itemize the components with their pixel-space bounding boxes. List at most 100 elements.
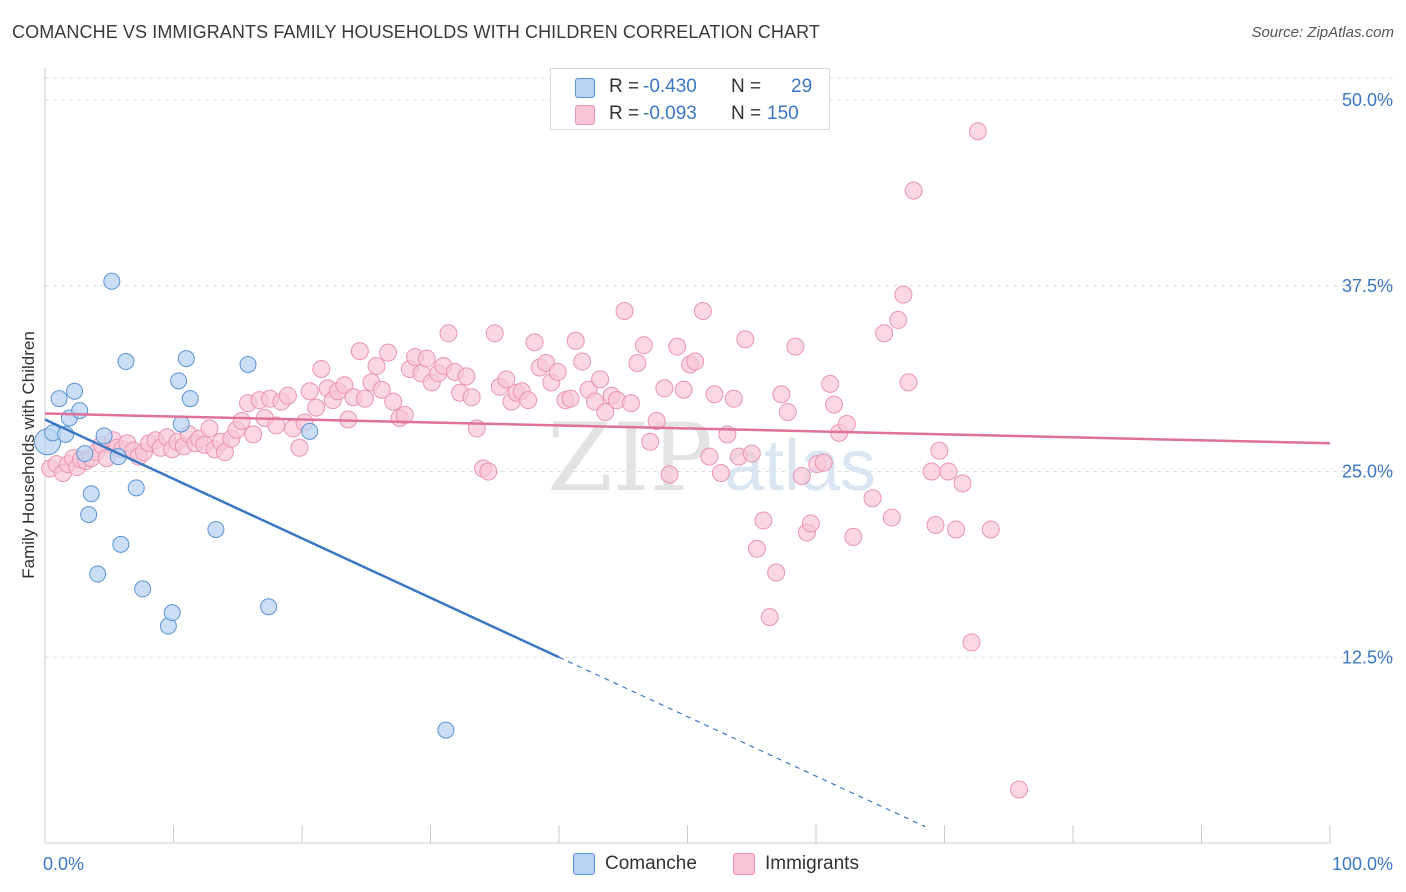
immigrants-point: [561, 389, 580, 408]
immigrants-swatch: [733, 853, 755, 875]
n-value: 29: [791, 76, 813, 97]
immigrants-point: [674, 380, 693, 399]
immigrants-point: [922, 462, 941, 481]
immigrants-point: [596, 403, 615, 422]
comanche-swatch: [573, 853, 595, 875]
comanche-point: [95, 427, 113, 445]
source-label: Source: ZipAtlas.com: [1251, 24, 1394, 41]
y-tick-label: 25.0%: [1342, 462, 1393, 482]
watermark: ZIP atlas: [547, 404, 876, 513]
chart-title: COMANCHE VS IMMIGRANTS FAMILY HOUSEHOLDS…: [12, 22, 820, 42]
immigrants-point: [615, 302, 634, 321]
immigrants-point: [801, 514, 820, 533]
immigrants-point: [792, 466, 811, 485]
immigrants-point: [439, 324, 458, 343]
immigrants-point: [968, 122, 987, 141]
immigrants-point: [312, 359, 331, 378]
comanche-point: [437, 721, 455, 739]
legend-label-comanche: Comanche: [605, 853, 697, 874]
comanche-point: [103, 272, 121, 290]
immigrants-point: [875, 324, 894, 343]
immigrants-point: [837, 414, 856, 433]
immigrants-point: [742, 444, 761, 463]
legend-label-immigrants: Immigrants: [765, 853, 859, 874]
immigrants-point: [200, 419, 219, 438]
immigrants-point: [962, 633, 981, 652]
immigrants-point: [930, 441, 949, 460]
immigrants-points: [41, 122, 1029, 799]
immigrants-point: [904, 181, 923, 200]
comanche-point: [181, 390, 199, 408]
immigrants-point: [290, 438, 309, 457]
comanche-point: [207, 520, 225, 538]
immigrants-point: [821, 374, 840, 393]
immigrants-point: [939, 462, 958, 481]
immigrants-point: [700, 447, 719, 466]
immigrants-point: [747, 539, 766, 558]
comanche-point: [163, 604, 181, 622]
immigrants-point: [760, 608, 779, 627]
immigrants-point: [462, 388, 481, 407]
x-tick-labels: 0.0% 100.0%: [43, 854, 1393, 874]
series-legend: Comanche Immigrants: [0, 852, 1406, 878]
immigrants-point: [668, 337, 687, 356]
immigrants-point: [647, 411, 666, 430]
immigrants-point: [711, 463, 730, 482]
comanche-trend-line: [44, 418, 560, 659]
immigrants-point: [350, 342, 369, 361]
immigrants-point: [367, 356, 386, 375]
immigrants-point: [889, 310, 908, 329]
comanche-point: [170, 372, 188, 390]
legend-row-comanche: R = -0.430 N = 29: [551, 74, 829, 100]
r-value: -0.093: [643, 103, 697, 124]
y-tick-labels: 12.5% 25.0% 37.5% 50.0%: [1342, 90, 1393, 667]
immigrants-point: [882, 508, 901, 527]
immigrants-point: [693, 302, 712, 321]
r-value: -0.430: [643, 76, 697, 97]
r-label: R =: [609, 76, 640, 97]
comanche-point: [134, 580, 152, 598]
immigrants-point: [485, 324, 504, 343]
y-tick-label: 37.5%: [1342, 276, 1393, 296]
comanche-point: [239, 356, 257, 374]
comanche-point: [127, 479, 145, 497]
immigrants-point: [981, 520, 1000, 539]
immigrants-point: [417, 349, 436, 368]
immigrants-point: [1010, 780, 1029, 799]
immigrants-point: [384, 392, 403, 411]
watermark-atlas: atlas: [724, 426, 876, 506]
y-tick-label: 12.5%: [1342, 647, 1393, 667]
immigrants-point: [232, 411, 251, 430]
immigrants-point: [824, 395, 843, 414]
x-tick-label: 0.0%: [43, 854, 84, 874]
comanche-point: [82, 485, 100, 503]
immigrants-point: [844, 527, 863, 546]
immigrants-point: [519, 391, 538, 410]
immigrants-point: [278, 386, 297, 405]
immigrants-point: [566, 331, 585, 350]
axes: [44, 68, 1331, 844]
immigrants-point: [724, 389, 743, 408]
comanche-point: [177, 350, 195, 368]
comanche-point: [117, 353, 135, 371]
immigrants-swatch: [575, 105, 595, 125]
immigrants-point: [621, 394, 640, 413]
immigrants-point: [772, 385, 791, 404]
immigrants-point: [457, 367, 476, 386]
immigrants-point: [244, 425, 263, 444]
immigrants-point: [894, 285, 913, 304]
comanche-points: [34, 272, 455, 739]
comanche-point: [76, 445, 94, 463]
immigrants-point: [641, 432, 660, 451]
immigrants-point: [736, 330, 755, 349]
immigrants-point: [899, 373, 918, 392]
immigrants-point: [947, 520, 966, 539]
stats-legend: R = -0.430 N = 29 R = -0.093 N = 150: [550, 68, 830, 130]
immigrants-point: [814, 453, 833, 472]
immigrants-point: [591, 370, 610, 389]
immigrants-point: [778, 403, 797, 422]
immigrants-point: [767, 563, 786, 582]
y-tick-label: 50.0%: [1342, 90, 1393, 110]
trend-lines: [44, 412, 1331, 828]
